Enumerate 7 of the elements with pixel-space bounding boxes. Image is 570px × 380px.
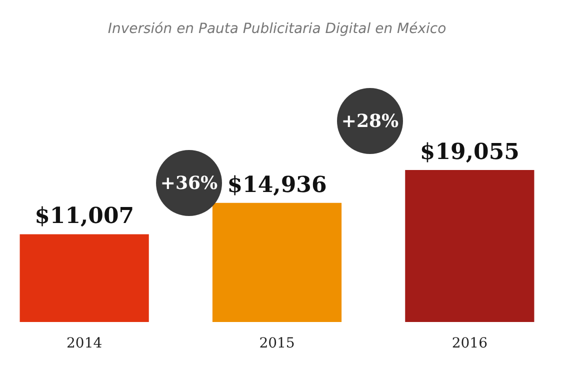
data-label: $14,936 (227, 172, 327, 198)
data-label: $19,055 (420, 139, 520, 165)
chart-title: Inversión en Pauta Publicitaria Digital en México (108, 21, 446, 37)
x-tick-label: 2014 (66, 336, 102, 352)
data-label: $11,007 (34, 203, 134, 230)
x-tick-label: 2015 (259, 336, 295, 352)
x-tick-label: 2016 (452, 336, 488, 352)
